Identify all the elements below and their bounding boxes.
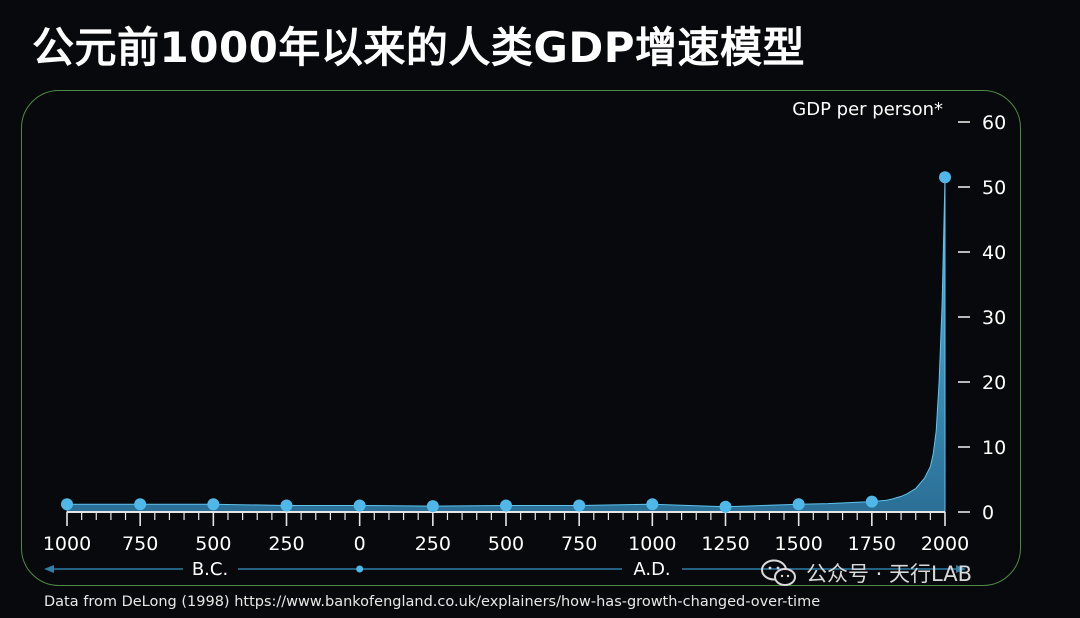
data-point [792, 498, 805, 511]
wechat-icon [761, 559, 796, 586]
data-source-footer: Data from DeLong (1998) https://www.bank… [44, 594, 821, 610]
x-tick-label: 1750 [848, 533, 896, 555]
watermark: 公众号 · 天行LAB [760, 558, 972, 588]
data-point [865, 495, 878, 508]
y-tick-label: 60 [982, 112, 1006, 134]
chart-title: 公元前1000年以来的人类GDP增速模型 [32, 23, 806, 72]
data-point [573, 499, 586, 512]
year-zero-marker [356, 565, 364, 573]
y-tick-label: 50 [982, 177, 1006, 199]
bc-arrow-head [44, 565, 54, 573]
gdp-area [66, 177, 946, 513]
chart-frame [21, 90, 1021, 586]
data-point [207, 498, 220, 511]
data-point [646, 498, 659, 511]
x-tick-label: 250 [268, 533, 304, 555]
x-tick-label: 500 [488, 533, 524, 555]
y-tick-label: 20 [982, 372, 1006, 394]
data-point [500, 499, 512, 512]
bc-label: B.C. [192, 559, 228, 580]
data-point [61, 498, 73, 511]
y-tick-label: 10 [982, 437, 1006, 459]
data-point [353, 499, 366, 512]
data-point [134, 498, 147, 511]
data-point [939, 171, 951, 184]
x-tick-label: 1500 [774, 533, 822, 555]
ad-label: A.D. [633, 559, 670, 580]
x-tick-label: 2000 [921, 533, 969, 555]
x-tick-label: 250 [415, 533, 451, 555]
x-tick-label: 750 [122, 533, 158, 555]
y-tick-label: 40 [982, 242, 1006, 264]
x-tick-label: 1000 [43, 533, 91, 555]
data-point [426, 500, 439, 513]
ad-arrow-head [956, 565, 966, 573]
x-tick-label: 1250 [701, 533, 749, 555]
x-tick-label: 1000 [628, 533, 676, 555]
y-axis-label: GDP per person* [792, 99, 943, 120]
watermark-text: 公众号 · 天行LAB [806, 562, 972, 586]
data-point [280, 499, 293, 512]
x-tick-label: 500 [195, 533, 231, 555]
x-tick-label: 750 [561, 533, 597, 555]
x-tick-label: 0 [354, 533, 366, 555]
y-tick-label: 0 [982, 502, 994, 524]
y-tick-label: 30 [982, 307, 1006, 329]
data-point [719, 500, 732, 513]
